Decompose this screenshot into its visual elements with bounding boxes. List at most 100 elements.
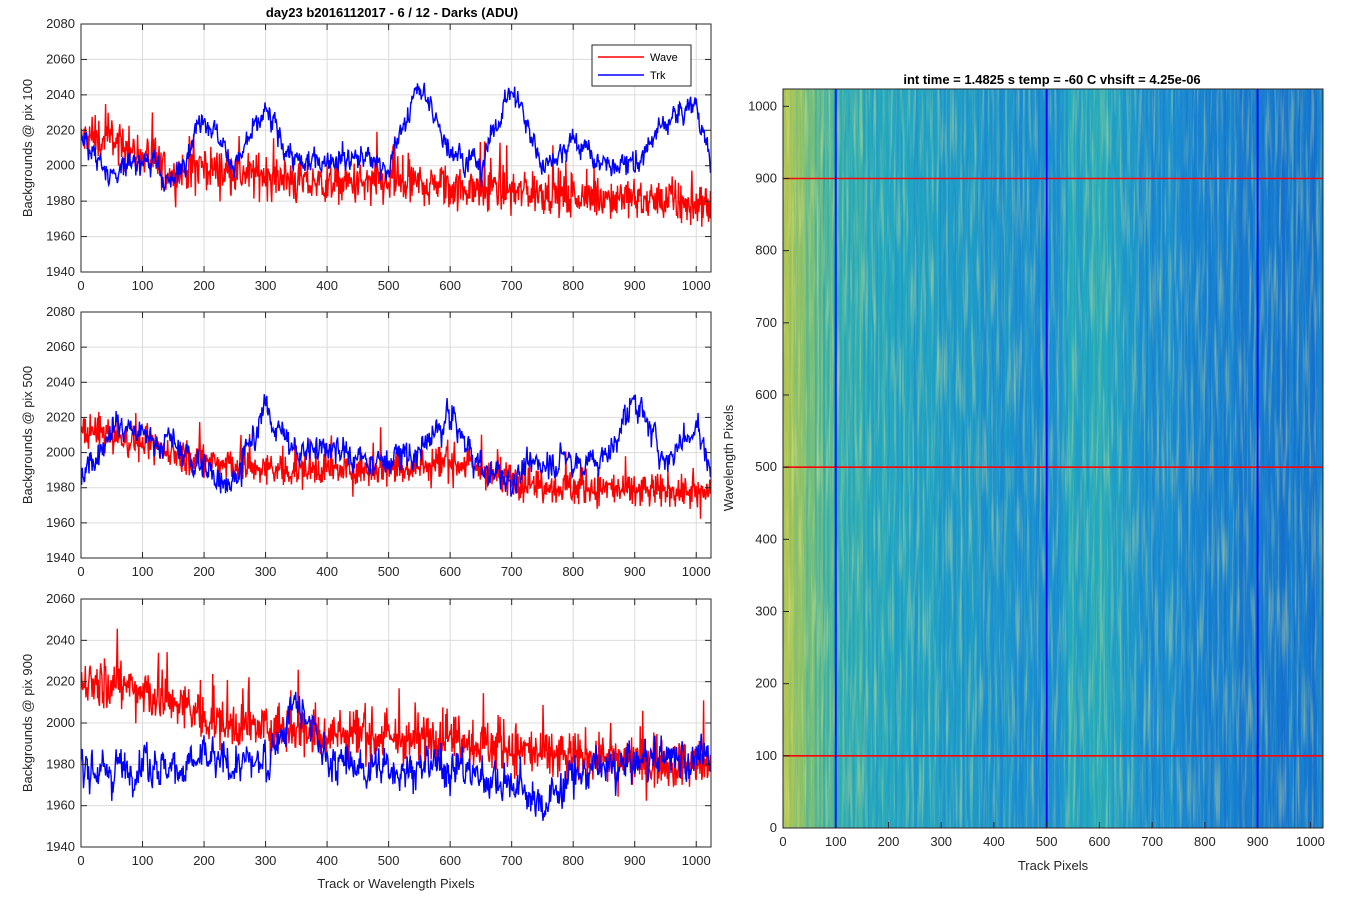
- y-tick-label: 2040: [46, 87, 75, 102]
- x-tick-label: 600: [439, 564, 461, 579]
- line-plot-pix-100: 0 100 200 300 400 500 600 700 800 900 1000 1940 196…: [20, 16, 712, 293]
- x-tick-label: 500: [1036, 834, 1058, 849]
- y-tick-label: 2060: [46, 51, 75, 66]
- y-tick-label: 1960: [46, 229, 75, 244]
- heatmap-speckle-texture: [783, 89, 1323, 828]
- y-tick-label: 2000: [46, 445, 75, 460]
- x-tick-label: 500: [378, 278, 400, 293]
- x-tick-label: 100: [132, 278, 154, 293]
- y-tick-label: 2000: [46, 158, 75, 173]
- y-tick-label: 700: [755, 315, 777, 330]
- x-tick-label: 900: [624, 564, 646, 579]
- x-tick-label: 700: [501, 564, 523, 579]
- x-tick-label: 1000: [682, 564, 711, 579]
- y-tick-label: 2040: [46, 632, 75, 647]
- x-tick-label: 600: [439, 853, 461, 868]
- legend-wave-label: Wave: [650, 52, 678, 64]
- x-tick-label: 800: [562, 853, 584, 868]
- x-tick-label: 100: [132, 564, 154, 579]
- legend: Wave Trk: [591, 44, 692, 87]
- x-tick-label: 500: [378, 853, 400, 868]
- y-tick-label: 900: [755, 170, 777, 185]
- heatmap-x-axis-label: Track Pixels: [1018, 858, 1089, 873]
- series-trk-path: [81, 394, 711, 497]
- y-axis-label: Backgrounds @ pix 100: [20, 79, 35, 217]
- line-plot-pix-900: 0 100 200 300 400 500 600 700 800 900 1000 1940 196…: [20, 591, 712, 891]
- x-ticks: 0 100 200 300 400 500 600 700 800 900 1000: [779, 822, 1325, 849]
- series-trk-line: [81, 394, 711, 497]
- x-tick-label: 0: [77, 853, 84, 868]
- y-tick-label: 2000: [46, 715, 75, 730]
- x-tick-label: 1000: [1296, 834, 1325, 849]
- heatmap-title: int time = 1.4825 s temp = -60 C vhsift …: [903, 72, 1200, 87]
- x-tick-label: 700: [1141, 834, 1163, 849]
- y-tick-label: 2020: [46, 122, 75, 137]
- y-tick-label: 1000: [748, 98, 777, 113]
- y-tick-label: 1980: [46, 756, 75, 771]
- heatmap-plot: int time = 1.4825 s temp = -60 C vhsift …: [721, 72, 1325, 873]
- x-tick-label: 300: [255, 853, 277, 868]
- heatmap-y-axis-label: Wavelength Pixels: [721, 404, 736, 511]
- x-tick-label: 100: [825, 834, 847, 849]
- y-tick-label: 1960: [46, 515, 75, 530]
- x-tick-label: 0: [779, 834, 786, 849]
- axes-box: [80, 23, 712, 273]
- x-tick-label: 900: [624, 278, 646, 293]
- plot-area: [81, 312, 711, 558]
- x-tick-label: 400: [983, 834, 1005, 849]
- y-tick-label: 2060: [46, 339, 75, 354]
- x-tick-label: 300: [930, 834, 952, 849]
- series-trk-line: [81, 82, 711, 192]
- series-trk-line: [81, 691, 711, 821]
- x-tick-label: 400: [316, 853, 338, 868]
- y-ticks: 0 100 200 300 400 500 600 700 800 900 1000: [748, 98, 789, 835]
- x-tick-label: 0: [77, 278, 84, 293]
- y-ticks: 1940 1960 1980 2000 2020 2040 2060 2080: [46, 304, 711, 565]
- y-tick-label: 2020: [46, 674, 75, 689]
- y-tick-label: 200: [755, 676, 777, 691]
- x-tick-label: 500: [378, 564, 400, 579]
- x-tick-label: 0: [77, 564, 84, 579]
- y-tick-label: 2040: [46, 374, 75, 389]
- x-tick-label: 600: [439, 278, 461, 293]
- x-tick-label: 700: [501, 278, 523, 293]
- y-tick-label: 1940: [46, 264, 75, 279]
- y-tick-label: 2020: [46, 409, 75, 424]
- x-tick-label: 800: [562, 278, 584, 293]
- y-tick-label: 500: [755, 459, 777, 474]
- x-tick-label: 400: [316, 564, 338, 579]
- x-tick-label: 700: [501, 853, 523, 868]
- y-ticks: 1940 1960 1980 2000 2020 2040 2060: [46, 591, 711, 854]
- x-tick-label: 200: [193, 853, 215, 868]
- line-plot-pix-500: 0 100 200 300 400 500 600 700 800 900 1000 1940 196…: [20, 304, 712, 579]
- y-tick-label: 1980: [46, 193, 75, 208]
- x-ticks: 0 100 200 300 400 500 600 700 800 900 1000: [77, 599, 711, 868]
- y-tick-label: 100: [755, 748, 777, 763]
- y-tick-label: 2080: [46, 304, 75, 319]
- y-tick-label: 0: [770, 820, 777, 835]
- y-tick-label: 1940: [46, 839, 75, 854]
- x-tick-label: 300: [255, 278, 277, 293]
- x-tick-label: 900: [1247, 834, 1269, 849]
- x-ticks: 0 100 200 300 400 500 600 700 800 900 1000: [77, 24, 711, 293]
- x-tick-label: 800: [1194, 834, 1216, 849]
- figure-title: day23 b2016112017 - 6 / 12 - Darks (ADU): [266, 5, 518, 20]
- x-axis-label: Track or Wavelength Pixels: [317, 876, 475, 891]
- x-tick-label: 200: [193, 564, 215, 579]
- axes-box: [80, 311, 712, 559]
- heatmap-axes-box: [782, 88, 1324, 829]
- series-trk-path: [81, 691, 711, 821]
- y-tick-label: 600: [755, 387, 777, 402]
- y-tick-label: 1940: [46, 550, 75, 565]
- y-axis-label: Backgrounds @ pix 500: [20, 366, 35, 504]
- x-tick-label: 300: [255, 564, 277, 579]
- x-tick-label: 1000: [682, 278, 711, 293]
- x-ticks: 0 100 200 300 400 500 600 700 800 900 1000: [77, 312, 711, 579]
- y-tick-label: 1960: [46, 798, 75, 813]
- y-axis-label: Backgrounds @ pix 900: [20, 654, 35, 792]
- heatmap-vlines: [834, 89, 1259, 828]
- x-tick-label: 600: [1089, 834, 1111, 849]
- y-tick-label: 300: [755, 603, 777, 618]
- x-tick-label: 800: [562, 564, 584, 579]
